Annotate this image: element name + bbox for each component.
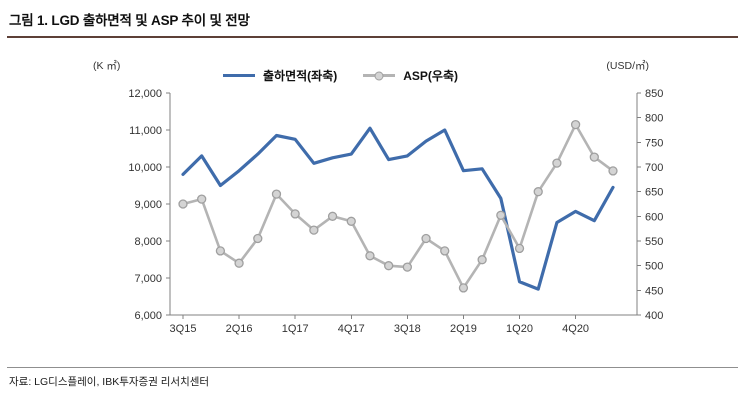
asp-marker [346, 216, 356, 226]
asp-marker [215, 246, 226, 256]
asp-marker [384, 261, 394, 271]
asp-marker [496, 210, 506, 220]
left-axis-unit-label: (K ㎡) [93, 60, 121, 72]
x-axis-tick-label: 2Q16 [226, 323, 253, 335]
right-axis-tick-label: 850 [645, 88, 663, 100]
asp-marker-swatch [374, 71, 384, 80]
right-axis-tick-label: 650 [645, 187, 663, 199]
asp-marker [178, 199, 188, 209]
left-axis-tick-label: 9,000 [134, 199, 162, 211]
asp-marker [234, 258, 244, 268]
left-axis-tick-label: 8,000 [134, 236, 162, 248]
x-axis-tick-label: 2Q19 [450, 323, 477, 335]
asp-marker [608, 166, 618, 176]
left-axis-tick-label: 12,000 [128, 88, 162, 100]
asp-marker [458, 283, 469, 293]
left-axis-tick-label: 6,000 [134, 310, 162, 322]
asp-marker [552, 158, 562, 168]
left-axis-tick-label: 7,000 [134, 273, 162, 285]
figure-title: 그림 1. LGD 출하면적 및 ASP 추이 및 전망 [9, 13, 250, 28]
right-axis-unit-label: (USD/㎡) [606, 60, 649, 72]
asp-marker [327, 211, 338, 221]
x-axis-tick-label: 3Q15 [170, 323, 197, 335]
asp-marker [253, 233, 263, 244]
figure-header: 그림 1. LGD 출하면적 및 ASP 추이 및 전망 [7, 0, 738, 38]
x-axis-tick-label: 4Q20 [562, 323, 589, 335]
asp-marker [589, 152, 599, 162]
legend-item-asp: ASP(우축) [363, 67, 458, 84]
chart-legend: 출하면적(좌축) ASP(우축) [0, 67, 713, 84]
asp-marker [477, 255, 487, 265]
left-axis-tick-label: 10,000 [128, 162, 162, 174]
asp-marker [290, 209, 300, 219]
asp-marker [197, 194, 207, 204]
left-axis-tick-label: 11,000 [129, 125, 162, 137]
right-axis-tick-label: 800 [645, 113, 663, 125]
x-axis-tick-label: 1Q17 [282, 323, 309, 335]
right-axis-tick-label: 700 [645, 162, 663, 174]
source-note: 자료: LG디스플레이, IBK투자증권 리서치센터 [9, 376, 210, 388]
asp-marker [309, 225, 319, 235]
right-axis-tick-label: 600 [645, 211, 663, 223]
chart-area: (K ㎡) (USD/㎡) 출하면적(좌축) ASP(우축) 6,000 7,00… [0, 46, 745, 354]
right-axis-tick-label: 750 [645, 137, 663, 149]
right-axis-tick-label: 550 [645, 236, 663, 248]
shipment-line [181, 126, 615, 291]
x-axis-tick-label: 4Q17 [338, 323, 365, 335]
shipment-line-swatch [223, 74, 255, 77]
legend-label-shipment: 출하면적(좌축) [263, 69, 338, 83]
asp-line-swatch [363, 71, 396, 80]
x-axis-tick-label: 1Q20 [506, 323, 533, 335]
figure-footer: 자료: LG디스플레이, IBK투자증권 리서치센터 [7, 367, 738, 389]
asp-marker [533, 187, 543, 197]
asp-line [181, 123, 615, 290]
legend-label-asp: ASP(우축) [403, 69, 458, 83]
asp-marker [402, 262, 412, 272]
asp-marker [570, 119, 581, 130]
right-axis-tick-label: 400 [645, 310, 663, 322]
asp-marker [440, 246, 450, 256]
asp-marker [514, 243, 525, 254]
line-chart: 6,000 7,000 8,000 9,000 10,000 11,000 12,000 40… [128, 88, 663, 335]
legend-item-shipment: 출하면적(좌축) [223, 67, 337, 84]
asp-marker [271, 189, 282, 199]
right-axis-tick-label: 450 [645, 285, 663, 297]
right-axis-tick-label: 500 [645, 261, 663, 273]
x-axis-tick-label: 3Q18 [394, 323, 421, 335]
asp-marker [365, 251, 375, 261]
asp-marker [421, 233, 431, 244]
